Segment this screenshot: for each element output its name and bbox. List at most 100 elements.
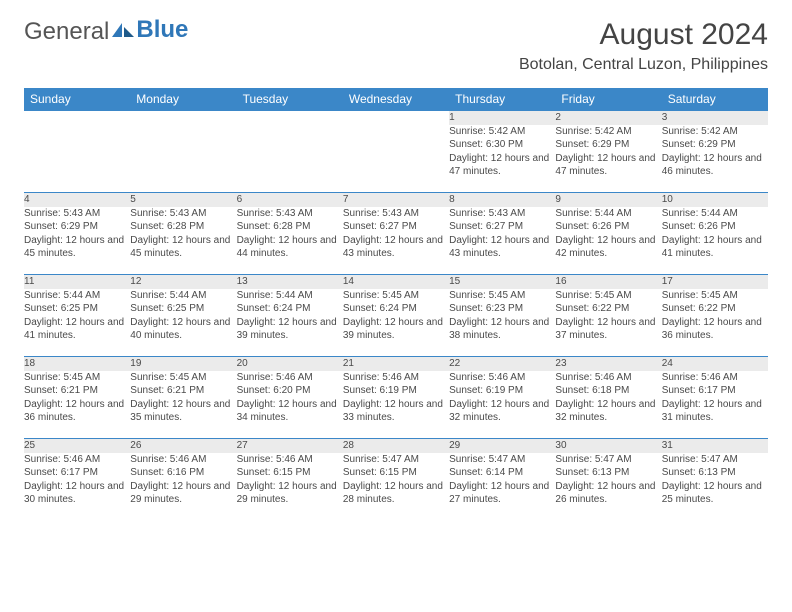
day-header: Thursday [449,88,555,111]
week-detail-row: Sunrise: 5:43 AMSunset: 6:29 PMDaylight:… [24,207,768,275]
day-detail-cell: Sunrise: 5:46 AMSunset: 6:17 PMDaylight:… [662,371,768,439]
week-detail-row: Sunrise: 5:44 AMSunset: 6:25 PMDaylight:… [24,289,768,357]
daylight-text: Daylight: 12 hours and 45 minutes. [130,234,236,261]
sunset-text: Sunset: 6:24 PM [237,302,343,316]
sunrise-text: Sunrise: 5:44 AM [555,207,661,221]
sunrise-text: Sunrise: 5:46 AM [237,371,343,385]
month-title: August 2024 [519,18,768,52]
day-detail-cell: Sunrise: 5:43 AMSunset: 6:29 PMDaylight:… [24,207,130,275]
sunrise-text: Sunrise: 5:42 AM [662,125,768,139]
sunset-text: Sunset: 6:26 PM [662,220,768,234]
sunset-text: Sunset: 6:16 PM [130,466,236,480]
sunrise-text: Sunrise: 5:43 AM [130,207,236,221]
sunset-text: Sunset: 6:15 PM [237,466,343,480]
location-text: Botolan, Central Luzon, Philippines [519,56,768,74]
day-number-cell: 23 [555,357,661,371]
sunrise-text: Sunrise: 5:43 AM [343,207,449,221]
sunrise-text: Sunrise: 5:45 AM [449,289,555,303]
day-detail-cell [24,125,130,193]
day-detail-cell: Sunrise: 5:45 AMSunset: 6:21 PMDaylight:… [24,371,130,439]
sunset-text: Sunset: 6:27 PM [343,220,449,234]
daylight-text: Daylight: 12 hours and 28 minutes. [343,480,449,507]
daylight-text: Daylight: 12 hours and 36 minutes. [24,398,130,425]
sunrise-text: Sunrise: 5:43 AM [449,207,555,221]
day-header: Monday [130,88,236,111]
day-number-cell: 29 [449,439,555,453]
sunrise-text: Sunrise: 5:47 AM [343,453,449,467]
sunrise-text: Sunrise: 5:46 AM [343,371,449,385]
sunset-text: Sunset: 6:18 PM [555,384,661,398]
day-number-cell [130,111,236,125]
day-detail-cell: Sunrise: 5:44 AMSunset: 6:24 PMDaylight:… [237,289,343,357]
sunrise-text: Sunrise: 5:45 AM [555,289,661,303]
daylight-text: Daylight: 12 hours and 35 minutes. [130,398,236,425]
day-header: Wednesday [343,88,449,111]
sunset-text: Sunset: 6:23 PM [449,302,555,316]
day-number-cell: 5 [130,193,236,207]
daylight-text: Daylight: 12 hours and 42 minutes. [555,234,661,261]
sunset-text: Sunset: 6:20 PM [237,384,343,398]
sunrise-text: Sunrise: 5:46 AM [130,453,236,467]
day-detail-cell: Sunrise: 5:47 AMSunset: 6:14 PMDaylight:… [449,453,555,521]
sunrise-text: Sunrise: 5:47 AM [449,453,555,467]
day-detail-cell [237,125,343,193]
day-number-cell: 2 [555,111,661,125]
sunrise-text: Sunrise: 5:47 AM [555,453,661,467]
daylight-text: Daylight: 12 hours and 43 minutes. [449,234,555,261]
day-detail-cell: Sunrise: 5:46 AMSunset: 6:18 PMDaylight:… [555,371,661,439]
sunrise-text: Sunrise: 5:45 AM [130,371,236,385]
sunrise-text: Sunrise: 5:46 AM [555,371,661,385]
day-detail-cell [343,125,449,193]
day-number-cell: 13 [237,275,343,289]
sunrise-text: Sunrise: 5:42 AM [449,125,555,139]
day-number-cell: 8 [449,193,555,207]
daylight-text: Daylight: 12 hours and 38 minutes. [449,316,555,343]
week-number-row: 45678910 [24,193,768,207]
sunset-text: Sunset: 6:25 PM [130,302,236,316]
sunrise-text: Sunrise: 5:44 AM [662,207,768,221]
day-header: Tuesday [237,88,343,111]
daylight-text: Daylight: 12 hours and 32 minutes. [449,398,555,425]
day-detail-cell: Sunrise: 5:46 AMSunset: 6:19 PMDaylight:… [343,371,449,439]
day-detail-cell: Sunrise: 5:42 AMSunset: 6:30 PMDaylight:… [449,125,555,193]
daylight-text: Daylight: 12 hours and 45 minutes. [24,234,130,261]
daylight-text: Daylight: 12 hours and 25 minutes. [662,480,768,507]
sunrise-text: Sunrise: 5:46 AM [662,371,768,385]
sunset-text: Sunset: 6:29 PM [662,138,768,152]
sunrise-text: Sunrise: 5:44 AM [237,289,343,303]
sunrise-text: Sunrise: 5:46 AM [449,371,555,385]
daylight-text: Daylight: 12 hours and 33 minutes. [343,398,449,425]
sunrise-text: Sunrise: 5:46 AM [237,453,343,467]
week-number-row: 11121314151617 [24,275,768,289]
daylight-text: Daylight: 12 hours and 31 minutes. [662,398,768,425]
day-detail-cell: Sunrise: 5:43 AMSunset: 6:28 PMDaylight:… [130,207,236,275]
day-number-cell [343,111,449,125]
daylight-text: Daylight: 12 hours and 41 minutes. [24,316,130,343]
daylight-text: Daylight: 12 hours and 47 minutes. [449,152,555,179]
day-detail-cell: Sunrise: 5:47 AMSunset: 6:15 PMDaylight:… [343,453,449,521]
day-detail-cell: Sunrise: 5:44 AMSunset: 6:25 PMDaylight:… [130,289,236,357]
daylight-text: Daylight: 12 hours and 40 minutes. [130,316,236,343]
day-header: Saturday [662,88,768,111]
logo-sail-icon [112,18,134,46]
day-detail-cell: Sunrise: 5:45 AMSunset: 6:22 PMDaylight:… [555,289,661,357]
week-number-row: 18192021222324 [24,357,768,371]
sunset-text: Sunset: 6:13 PM [555,466,661,480]
day-detail-cell: Sunrise: 5:43 AMSunset: 6:28 PMDaylight:… [237,207,343,275]
day-detail-cell: Sunrise: 5:44 AMSunset: 6:26 PMDaylight:… [662,207,768,275]
sunrise-text: Sunrise: 5:43 AM [237,207,343,221]
day-number-cell: 18 [24,357,130,371]
week-number-row: 25262728293031 [24,439,768,453]
sunset-text: Sunset: 6:27 PM [449,220,555,234]
day-detail-cell: Sunrise: 5:47 AMSunset: 6:13 PMDaylight:… [555,453,661,521]
day-number-cell: 15 [449,275,555,289]
day-detail-cell: Sunrise: 5:46 AMSunset: 6:20 PMDaylight:… [237,371,343,439]
sunset-text: Sunset: 6:17 PM [24,466,130,480]
day-number-cell: 3 [662,111,768,125]
daylight-text: Daylight: 12 hours and 41 minutes. [662,234,768,261]
day-number-cell: 24 [662,357,768,371]
day-detail-cell: Sunrise: 5:42 AMSunset: 6:29 PMDaylight:… [662,125,768,193]
day-detail-cell: Sunrise: 5:46 AMSunset: 6:19 PMDaylight:… [449,371,555,439]
sunset-text: Sunset: 6:19 PM [449,384,555,398]
daylight-text: Daylight: 12 hours and 46 minutes. [662,152,768,179]
